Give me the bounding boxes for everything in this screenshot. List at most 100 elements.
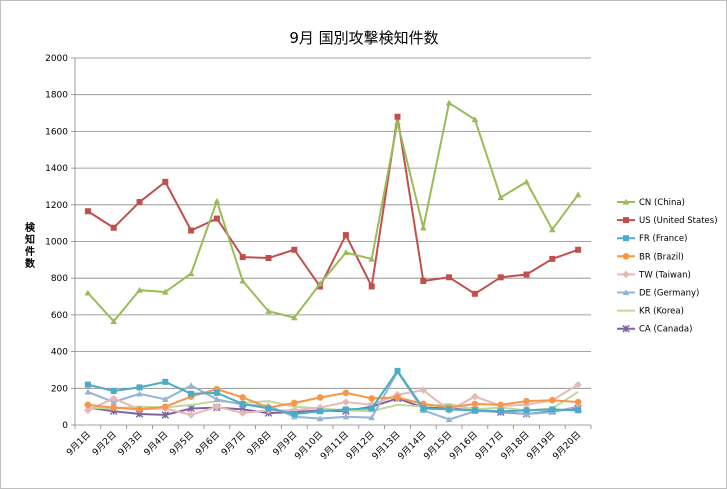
y-tick-label: 1200: [45, 201, 68, 211]
data-point: [549, 406, 556, 413]
data-point: [84, 388, 92, 395]
data-point: [574, 191, 582, 198]
data-point: [136, 390, 143, 397]
x-tick-label: 9月5日: [168, 429, 197, 458]
data-point: [471, 400, 479, 408]
data-point: [342, 406, 349, 413]
data-point: [162, 178, 169, 185]
legend: CN (China) US (United States) FR (France) B…: [617, 198, 718, 335]
y-tick-label: 0: [62, 421, 68, 431]
data-point: [523, 410, 530, 417]
y-axis-label-char: 件: [25, 245, 35, 258]
data-point: [239, 394, 246, 401]
data-point: [162, 288, 169, 295]
data-point: [497, 408, 504, 415]
data-point: [622, 289, 630, 296]
data-point: [187, 382, 195, 389]
data-point: [622, 198, 630, 205]
data-point: [394, 394, 401, 401]
data-point: [84, 406, 92, 415]
data-point: [622, 270, 630, 279]
y-axis-label: 検知件数: [24, 221, 36, 270]
legend-entry: FR (France): [617, 234, 687, 244]
legend-label: KR (Korea): [639, 307, 684, 317]
data-point: [342, 398, 350, 406]
data-point: [446, 406, 453, 413]
data-point: [420, 277, 427, 284]
legend-entry: KR (Korea): [617, 307, 684, 317]
data-point: [523, 407, 530, 414]
data-point: [265, 405, 272, 412]
data-point: [549, 255, 556, 262]
data-point: [136, 384, 143, 391]
series-fr: [84, 367, 582, 417]
y-tick-label: 1000: [45, 238, 68, 248]
y-axis-label-char: 数: [25, 257, 36, 270]
data-point: [317, 408, 324, 415]
data-point: [162, 396, 169, 402]
data-point: [239, 400, 246, 407]
legend-label: CA (Canada): [639, 325, 692, 335]
data-point: [445, 99, 453, 106]
data-point: [136, 286, 143, 293]
data-point: [394, 367, 401, 374]
data-point: [110, 388, 117, 395]
data-point: [265, 255, 272, 262]
data-point: [136, 199, 143, 206]
data-point: [575, 246, 582, 253]
data-point: [368, 414, 375, 421]
series-layer: [84, 99, 582, 423]
data-point: [574, 398, 582, 406]
legend-entry: BR (Brazil): [617, 252, 684, 262]
data-point: [623, 235, 629, 242]
data-point: [497, 274, 504, 281]
data-point: [497, 194, 504, 201]
chart-title: 9月 国別攻撃検知件数: [289, 29, 438, 47]
data-point: [291, 246, 298, 253]
legend-label: US (United States): [639, 216, 718, 226]
data-point: [419, 386, 428, 394]
data-point: [187, 270, 195, 277]
data-point: [213, 396, 221, 402]
data-point: [368, 405, 375, 412]
data-point: [523, 178, 530, 185]
legend-label: TW (Taiwan): [638, 270, 691, 280]
data-point: [291, 314, 298, 321]
data-point: [471, 290, 478, 297]
data-point: [523, 397, 530, 405]
data-point: [162, 378, 169, 385]
data-point: [213, 402, 221, 411]
data-point: [84, 208, 91, 215]
data-point: [420, 224, 427, 231]
data-point: [446, 274, 453, 281]
legend-label: FR (France): [639, 234, 687, 244]
data-point: [316, 394, 324, 401]
series-us: [84, 113, 582, 297]
data-point: [188, 390, 195, 397]
data-point: [420, 405, 427, 412]
data-point: [522, 401, 531, 409]
data-point: [136, 406, 143, 413]
data-point: [239, 277, 246, 284]
y-tick-label: 200: [51, 384, 68, 394]
series-line: [87, 369, 579, 415]
legend-entry: CN (China): [617, 198, 685, 208]
data-point: [368, 283, 375, 290]
data-point: [623, 217, 629, 224]
data-point: [213, 215, 220, 222]
data-point: [316, 280, 324, 287]
x-tick-label: 9月8日: [245, 429, 274, 458]
gridlines: [75, 57, 591, 389]
data-point: [291, 410, 298, 417]
data-point: [316, 415, 324, 422]
data-point: [187, 404, 195, 413]
data-point: [110, 318, 117, 324]
legend-entry: CA (Canada): [617, 325, 692, 335]
y-tick-label: 1800: [45, 91, 68, 101]
y-axis-label-char: 知: [24, 233, 35, 246]
data-point: [213, 389, 220, 396]
legend-label: CN (China): [639, 198, 685, 208]
data-point: [574, 380, 582, 389]
data-point: [110, 224, 117, 231]
